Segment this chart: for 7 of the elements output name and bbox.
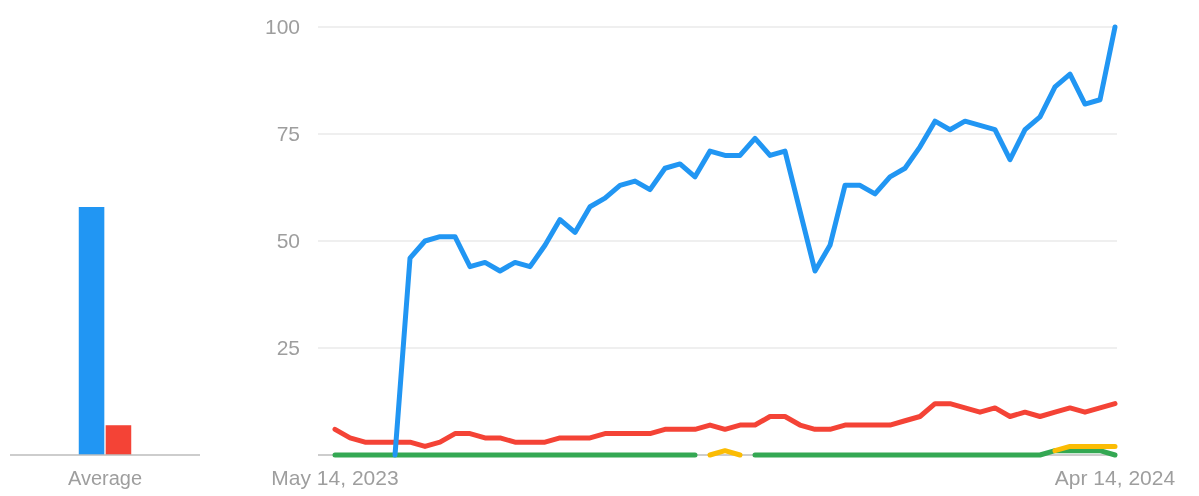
- y-tick-label: 100: [264, 15, 300, 39]
- y-tick-label: 50: [276, 229, 300, 253]
- y-tick-label: 25: [276, 336, 300, 360]
- x-tick-label: Apr 14, 2024: [1054, 466, 1176, 489]
- x-tick-label: May 14, 2023: [271, 466, 399, 489]
- y-tick-label: 75: [276, 122, 300, 146]
- x-tick-label: Average: [67, 467, 143, 489]
